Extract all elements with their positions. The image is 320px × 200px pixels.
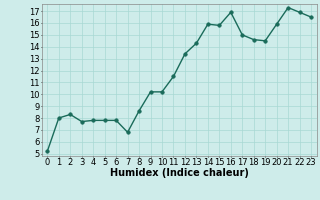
X-axis label: Humidex (Indice chaleur): Humidex (Indice chaleur)	[110, 168, 249, 178]
